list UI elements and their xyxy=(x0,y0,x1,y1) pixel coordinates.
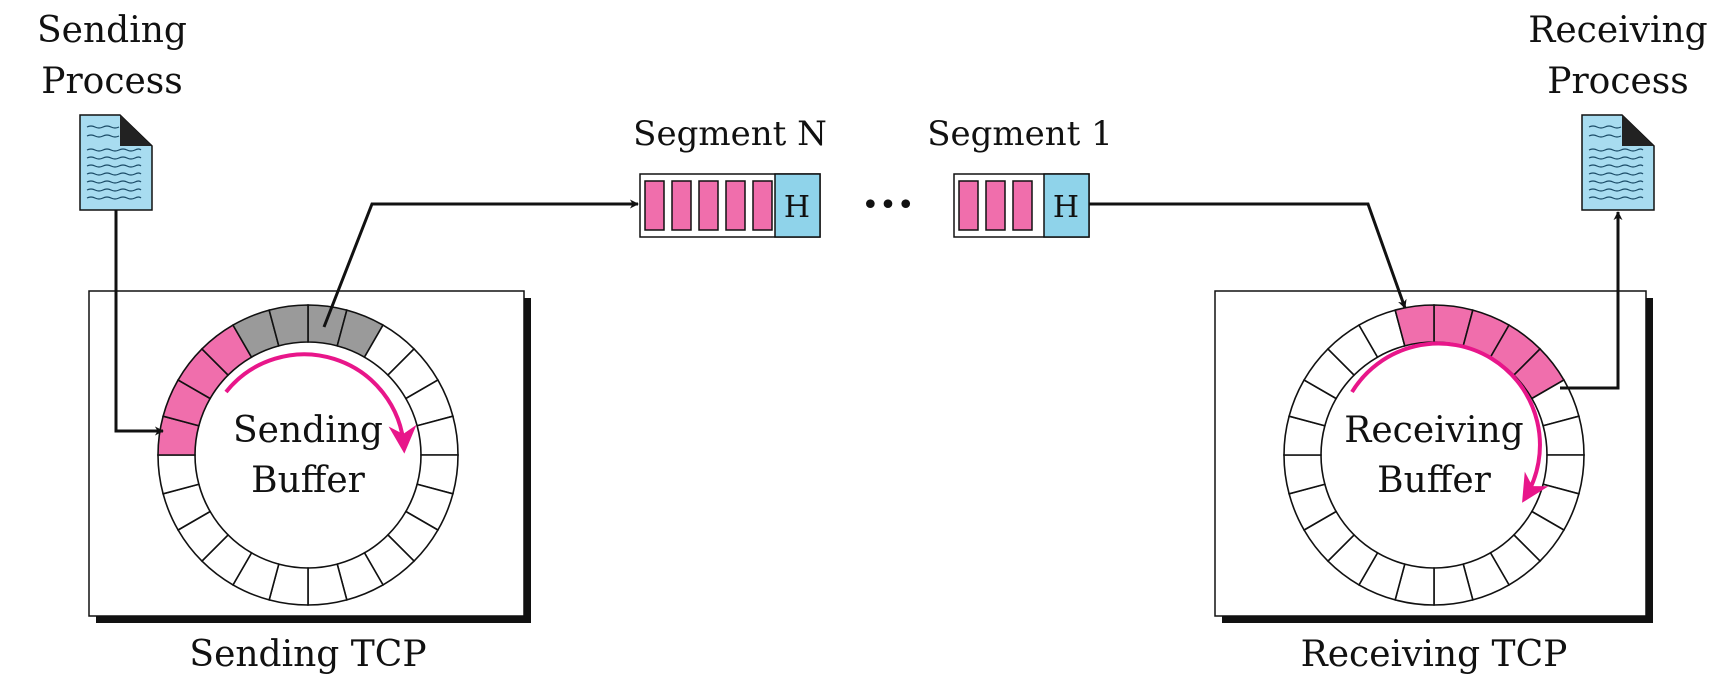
segment-1-packet: H xyxy=(954,174,1089,237)
segment-1-data-cell xyxy=(959,181,978,230)
segment-n-data-cell xyxy=(645,181,664,230)
sending-buffer-label-1: Sending xyxy=(233,410,383,451)
segment-n-header: H xyxy=(784,190,810,225)
receiving-process-label-1: Receiving xyxy=(1528,10,1707,51)
receiving-document-icon xyxy=(1582,115,1654,210)
segment-n-data-cell xyxy=(726,181,745,230)
segment-1-data-cell xyxy=(986,181,1005,230)
segments-ellipsis: ••• xyxy=(861,188,914,223)
segment-n-data-cell xyxy=(672,181,691,230)
segment-1-label: Segment 1 xyxy=(927,114,1113,154)
sending-buffer-label-2: Buffer xyxy=(251,460,366,501)
segment-n-data-cell xyxy=(753,181,772,230)
segment-1-header: H xyxy=(1053,190,1079,225)
sending-document-icon xyxy=(80,115,152,210)
receiving-process-label-2: Process xyxy=(1547,61,1689,102)
receiving-buffer-label-2: Buffer xyxy=(1377,460,1492,501)
segment-1-data-cell xyxy=(1013,181,1032,230)
segment-n-packet: H xyxy=(640,174,820,237)
receiving-tcp-label: Receiving TCP xyxy=(1301,634,1568,675)
receiving-buffer-label-1: Receiving xyxy=(1344,410,1523,451)
segment-n-label: Segment N xyxy=(633,114,827,154)
sending-process-label-2: Process xyxy=(41,61,183,102)
sending-tcp-label: Sending TCP xyxy=(189,634,426,675)
sending-process-label-1: Sending xyxy=(37,10,187,51)
segment-n-data-cell xyxy=(699,181,718,230)
